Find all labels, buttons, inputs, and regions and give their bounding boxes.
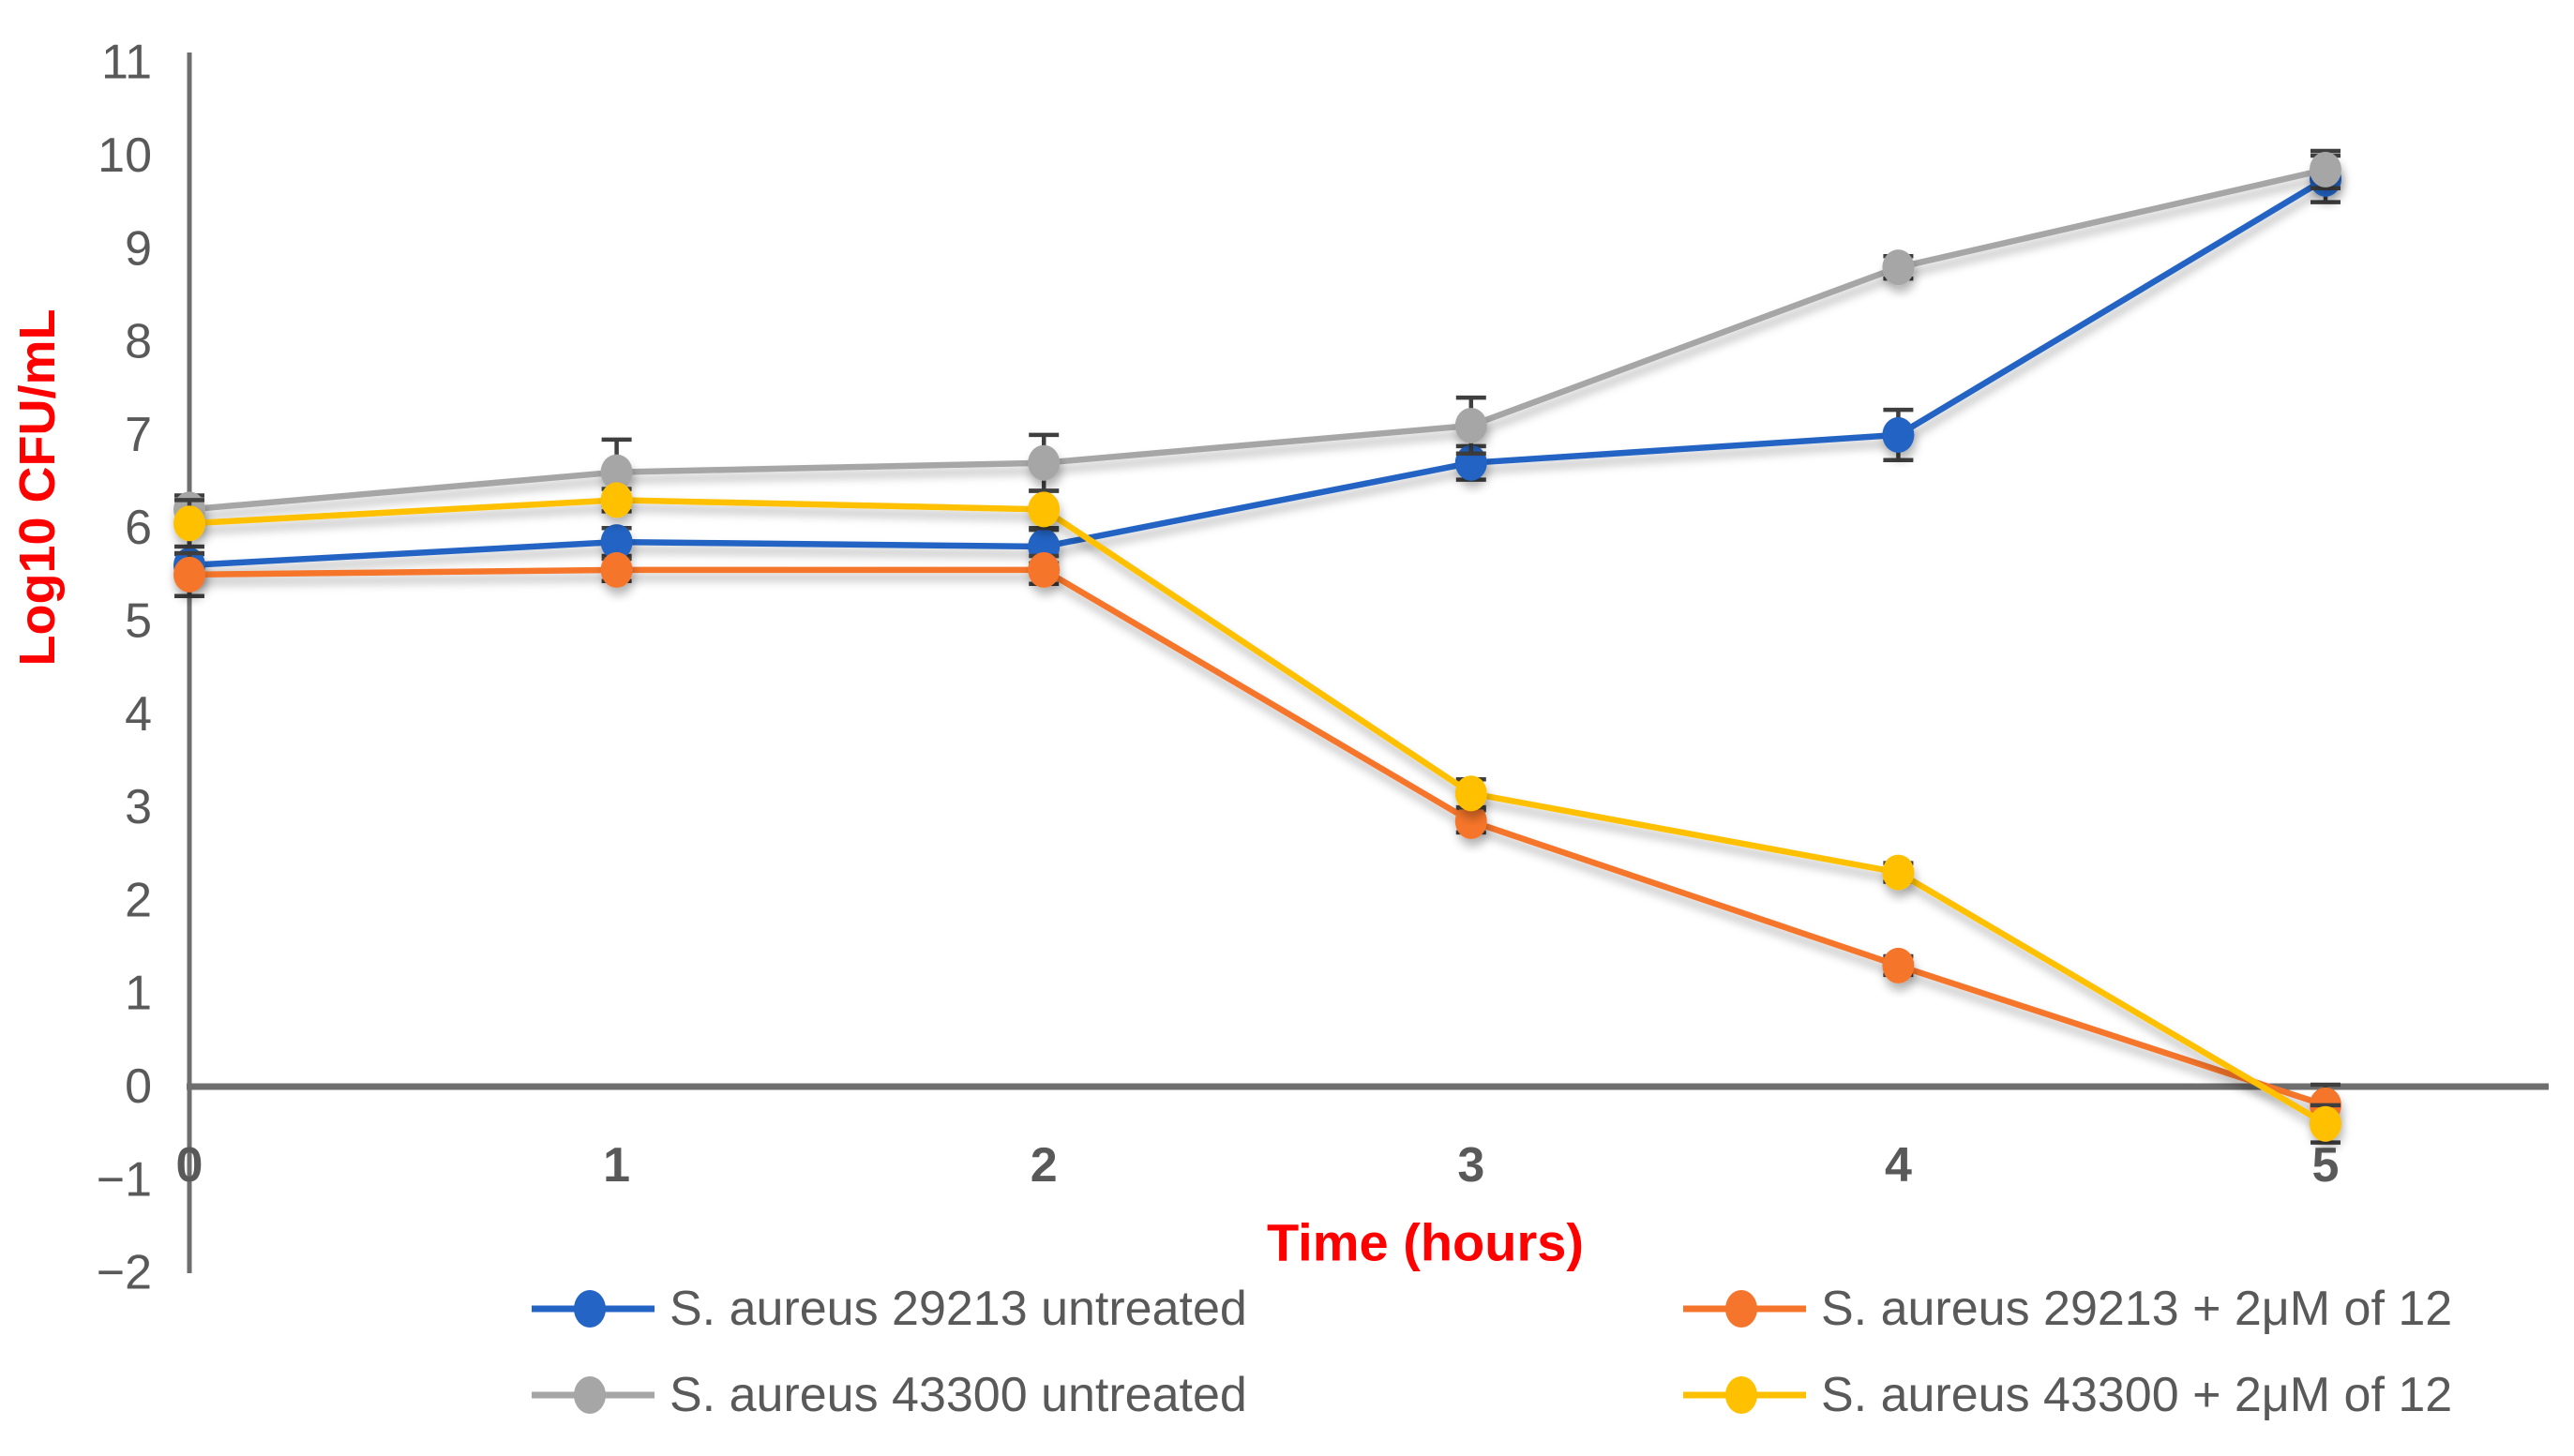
data-point-marker: [173, 556, 205, 593]
y-tick-label--1: −1: [97, 1152, 152, 1207]
data-point-marker: [600, 551, 633, 588]
y-tick-label-3: 3: [125, 780, 152, 834]
x-axis-title: Time (hours): [1266, 1212, 1585, 1272]
y-tick-label--2: −2: [97, 1246, 152, 1300]
legend-label: S. aureus 43300 untreated: [670, 1368, 1247, 1422]
y-tick-label-0: 0: [125, 1059, 152, 1114]
legend-marker-icon: [1683, 1290, 1806, 1328]
data-point-marker: [1028, 551, 1061, 588]
data-point-marker: [1454, 775, 1487, 812]
series-line-1: [186, 566, 2329, 1109]
x-tick-label-5: 5: [2312, 1138, 2340, 1193]
series-line-0: [186, 175, 2329, 569]
y-tick-label-1: 1: [125, 967, 152, 1021]
x-tick-label-1: 1: [603, 1138, 630, 1193]
legend-marker-icon: [1683, 1376, 1806, 1414]
data-point-marker: [1028, 444, 1061, 481]
y-tick-label-7: 7: [125, 408, 152, 462]
y-tick-label-11: 11: [101, 36, 152, 90]
data-point-marker: [1882, 947, 1915, 983]
legend-item-2: S. aureus 43300 untreated: [530, 1365, 1247, 1425]
data-point-marker: [2310, 1105, 2341, 1142]
data-point-marker: [1882, 416, 1915, 453]
data-point-marker: [1882, 249, 1915, 286]
series-line-3: [186, 497, 2329, 1127]
x-tick-label-3: 3: [1457, 1138, 1484, 1193]
legend-item-1: S. aureus 29213 + 2μM of 12: [1681, 1279, 2452, 1339]
legend-marker-icon: [532, 1376, 655, 1414]
series-line-2: [186, 166, 2329, 513]
x-tick-label-2: 2: [1031, 1138, 1058, 1193]
y-tick-label-6: 6: [125, 501, 152, 555]
data-point-marker: [1882, 854, 1915, 891]
data-point-marker: [600, 524, 633, 561]
legend-item-3: S. aureus 43300 + 2μM of 12: [1681, 1365, 2452, 1425]
series-0: [173, 153, 2341, 583]
data-point-marker: [1454, 407, 1487, 443]
y-tick-label-5: 5: [125, 594, 152, 649]
x-tick-label-0: 0: [176, 1138, 203, 1193]
legend-marker-icon: [532, 1290, 655, 1328]
legend-label: S. aureus 43300 + 2μM of 12: [1821, 1368, 2453, 1422]
y-tick-label-10: 10: [98, 128, 152, 183]
legend-item-0: S. aureus 29213 untreated: [530, 1279, 1247, 1339]
y-tick-label-2: 2: [125, 873, 152, 927]
data-point-marker: [600, 454, 633, 490]
series-1: [173, 550, 2341, 1128]
data-point-marker: [2310, 151, 2341, 188]
y-tick-label-8: 8: [125, 315, 152, 369]
y-axis-title: Log10 CFU/mL: [9, 308, 66, 667]
series-2: [173, 148, 2341, 528]
data-point-marker: [1454, 803, 1487, 839]
data-point-marker: [600, 482, 633, 518]
data-point-marker: [173, 505, 205, 542]
legend-label: S. aureus 29213 untreated: [670, 1282, 1247, 1336]
y-tick-label-9: 9: [125, 221, 152, 276]
y-tick-label-4: 4: [125, 687, 152, 742]
data-point-marker: [1028, 491, 1061, 528]
series-3: [173, 482, 2341, 1145]
x-tick-label-4: 4: [1885, 1138, 1912, 1193]
legend-label: S. aureus 29213 + 2μM of 12: [1821, 1282, 2453, 1336]
